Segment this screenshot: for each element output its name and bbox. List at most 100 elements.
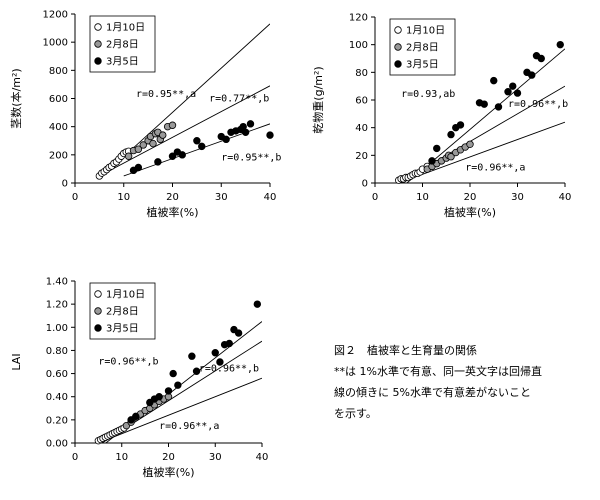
x-axis-label: 植被率(%)	[146, 205, 198, 219]
data-point	[211, 349, 219, 357]
data-point	[537, 54, 545, 63]
caption-line-2: 線の傾きに 5%水準で有意差がないこと	[334, 386, 531, 399]
y-axis-label: 茎数(本/m²)	[9, 68, 23, 128]
data-point	[456, 121, 465, 129]
data-point	[428, 157, 436, 165]
data-point	[528, 71, 536, 79]
data-point	[132, 412, 140, 421]
chart-stem-count: 0 200 400 600 800 1000 1200 0 10 20 30 40 植被率(%) 茎数(本…	[9, 10, 281, 220]
data-point	[124, 152, 133, 160]
data-point	[155, 393, 163, 401]
correlation-annotation: r=0.96**,b	[508, 99, 568, 110]
legend-marker	[94, 57, 102, 65]
data-point	[513, 89, 522, 97]
y-tick-label: 20	[355, 151, 368, 162]
y-tick-label: 1200	[43, 10, 68, 21]
correlation-annotation: r=0.96**,b	[199, 363, 259, 374]
regression-line	[98, 377, 262, 443]
caption-line-1: **は 1%水準で有意、同一英文字は回帰直	[334, 365, 542, 378]
caption-title: 図２ 植被率と生育量の関係	[334, 344, 477, 357]
x-tick-label: 10	[416, 192, 429, 203]
data-point	[134, 163, 143, 172]
data-point	[490, 76, 498, 85]
data-point	[149, 139, 157, 148]
legend-marker	[94, 23, 102, 31]
y-tick-label: 800	[49, 66, 68, 77]
data-point	[433, 144, 441, 153]
y-tick-label: 0.20	[46, 415, 68, 426]
data-point	[154, 158, 162, 166]
y-tick-label: 60	[355, 96, 368, 107]
data-point	[504, 87, 512, 96]
y-tick-label: 0	[362, 179, 368, 190]
data-point	[222, 135, 230, 144]
legend-marker	[94, 40, 102, 48]
data-point	[556, 40, 564, 49]
y-tick-label: 1.00	[46, 323, 68, 334]
x-tick-label: 30	[215, 192, 228, 203]
data-point	[241, 128, 250, 136]
x-tick-label: 30	[209, 452, 222, 463]
data-point	[246, 120, 255, 128]
chart-lai: 0.00 0.20 0.40 0.60 0.80 1.00 1.20 1.40 0 10 20 30 4…	[10, 277, 268, 480]
data-point	[266, 131, 274, 139]
data-point	[188, 352, 196, 360]
data-point	[480, 100, 488, 108]
correlation-annotation: r=0.95**,a	[136, 89, 196, 100]
y-axis-label: LAI	[10, 353, 23, 370]
y-tick-label: 0	[62, 179, 68, 190]
x-tick-label: 10	[117, 192, 130, 203]
legend-marker	[94, 324, 102, 332]
y-tick-label: 0.00	[46, 439, 68, 450]
data-point	[447, 153, 455, 161]
legend-marker	[394, 26, 402, 34]
y-tick-label: 200	[49, 150, 68, 161]
data-point	[198, 142, 206, 151]
data-point	[139, 141, 147, 149]
regression-line	[99, 85, 270, 177]
x-tick-label: 40	[256, 452, 269, 463]
data-point	[168, 152, 177, 160]
x-axis-label: 植被率(%)	[444, 205, 496, 219]
correlation-annotation: r=0.95**,b	[221, 152, 281, 163]
correlation-annotation: r=0.96**,a	[465, 163, 525, 174]
y-tick-label: 80	[355, 68, 368, 79]
legend-marker	[94, 307, 102, 315]
legend-label: 3月5日	[106, 56, 139, 68]
data-point	[509, 82, 517, 90]
legend-marker	[94, 290, 102, 298]
data-point	[169, 369, 177, 378]
data-point	[159, 131, 167, 139]
legend-label: 2月8日	[406, 42, 439, 54]
legend-label: 1月10日	[106, 22, 145, 34]
data-point	[494, 103, 503, 111]
data-point	[168, 121, 177, 129]
y-tick-label: 1000	[43, 38, 68, 49]
y-tick-label: 1.40	[46, 277, 68, 288]
data-point	[216, 358, 224, 366]
correlation-annotation: r=0.93,ab	[401, 89, 455, 100]
x-tick-label: 40	[559, 192, 572, 203]
y-axis-label: 乾物重(g/m²)	[311, 66, 325, 133]
correlation-annotation: r=0.96**,b	[98, 356, 158, 367]
data-point	[466, 140, 474, 148]
y-tick-label: 0.60	[46, 369, 68, 380]
x-axis-label: 植被率(%)	[142, 465, 194, 479]
data-point	[253, 300, 262, 308]
y-tick-label: 120	[349, 13, 368, 24]
caption-line-3: を示す。	[334, 407, 377, 420]
x-tick-label: 0	[72, 192, 78, 203]
data-point	[234, 329, 243, 337]
y-tick-label: 0.40	[46, 392, 68, 403]
data-point	[134, 145, 143, 153]
data-point	[193, 137, 201, 145]
x-tick-label: 20	[464, 192, 477, 203]
y-tick-label: 40	[355, 123, 368, 134]
legend-label: 3月5日	[106, 323, 139, 335]
legend-label: 2月8日	[106, 306, 139, 318]
figure-caption: 図２ 植被率と生育量の関係 **は 1%水準で有意、同一英文字は回帰直 線の傾き…	[334, 340, 596, 424]
data-point	[164, 387, 173, 395]
legend-label: 3月5日	[406, 59, 439, 71]
chart-dry-weight: 0 20 40 60 80 100 120 0 10 20 30 40 植被率(%) 乾物重(g/m²) r…	[311, 13, 571, 220]
data-point	[225, 339, 233, 348]
